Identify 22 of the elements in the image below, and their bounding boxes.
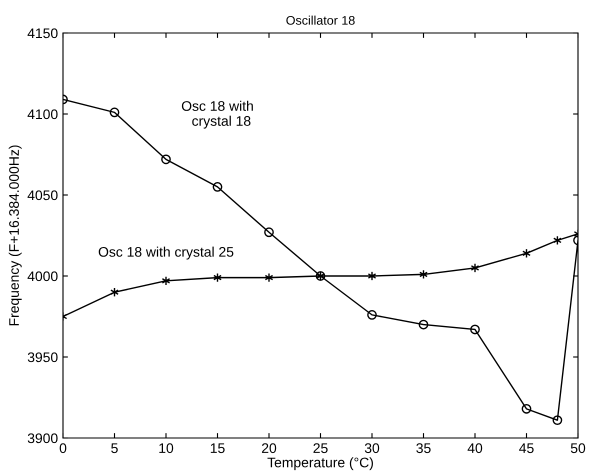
- x-tick-label: 0: [60, 443, 66, 454]
- y-tick-label: 4150: [28, 28, 58, 38]
- y-axis-title: Frequency (F+16.384.000Hz): [8, 145, 22, 326]
- x-tick-label: 35: [416, 443, 431, 454]
- x-tick-label: 10: [159, 443, 174, 454]
- series-label: Osc 18 with crystal 25: [98, 246, 234, 260]
- y-tick-label: 4000: [28, 271, 58, 282]
- y-tick-label: 4100: [28, 109, 58, 120]
- x-tick-label: 15: [210, 443, 225, 454]
- x-tick-label: 30: [364, 443, 380, 454]
- chart-title: Oscillator 18: [286, 16, 355, 25]
- x-tick-label: 50: [570, 443, 586, 454]
- y-tick-label: 3950: [28, 352, 58, 362]
- x-tick-label: 40: [468, 443, 482, 454]
- text: Osc 18 with crystal 18: [182, 100, 253, 129]
- x-tick-label: 45: [519, 443, 534, 454]
- x-axis-title: Temperature (°C): [267, 457, 373, 470]
- x-tick-label: 5: [111, 443, 118, 454]
- y-tick-label: 4050: [28, 190, 58, 200]
- y-tick-label: 3900: [28, 433, 58, 444]
- x-tick-label: 25: [313, 443, 328, 454]
- x-tick-label: 20: [262, 443, 276, 454]
